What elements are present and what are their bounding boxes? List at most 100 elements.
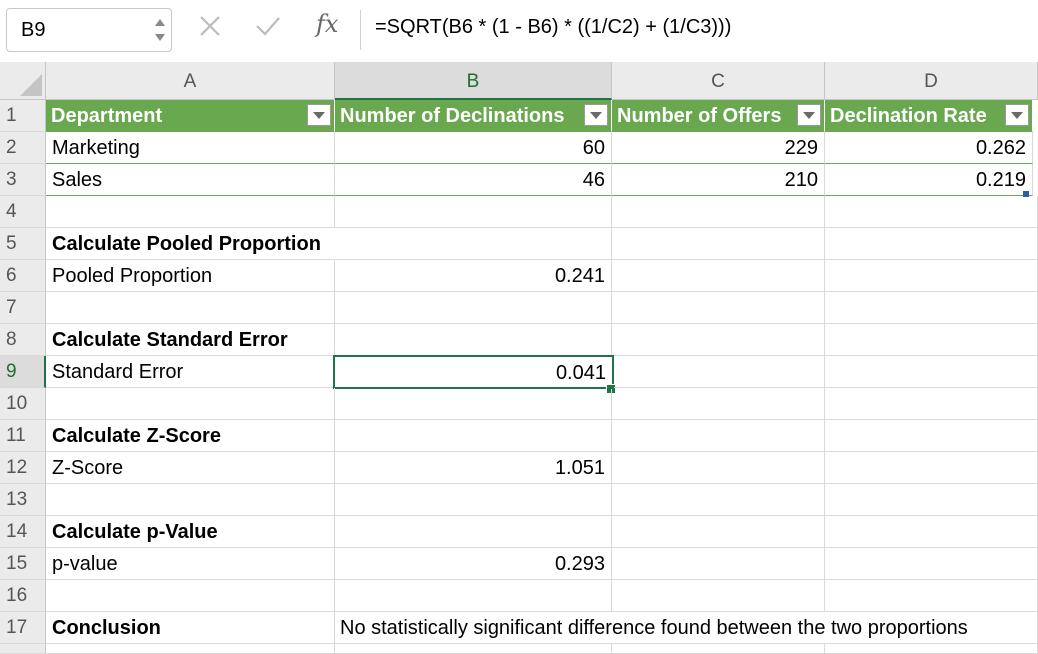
table-cell[interactable]: Sales xyxy=(46,164,335,196)
section-title-p-value[interactable]: Calculate p-Value xyxy=(46,516,335,548)
empty-cell[interactable] xyxy=(825,356,1038,388)
empty-cell[interactable] xyxy=(335,484,612,516)
name-box[interactable]: B9 xyxy=(6,8,172,52)
empty-cell[interactable] xyxy=(612,548,825,580)
standard-error-value-selected[interactable]: 0.041 xyxy=(333,355,614,389)
stepper-icon[interactable] xyxy=(152,15,168,45)
row-header-7[interactable]: 7 xyxy=(0,292,46,324)
column-header-d[interactable]: D xyxy=(825,62,1038,100)
empty-cell[interactable] xyxy=(46,196,335,228)
row-header-16[interactable]: 16 xyxy=(0,580,46,612)
empty-cell[interactable] xyxy=(335,196,612,228)
row-header-4[interactable]: 4 xyxy=(0,196,46,228)
row-header-8[interactable]: 8 xyxy=(0,324,46,356)
filter-dropdown-icon[interactable] xyxy=(584,104,608,126)
table-cell[interactable]: Marketing xyxy=(46,132,335,164)
row-header-6[interactable]: 6 xyxy=(0,260,46,292)
empty-cell[interactable] xyxy=(825,484,1038,516)
enter-icon[interactable] xyxy=(254,14,282,38)
section-title-z-score[interactable]: Calculate Z-Score xyxy=(46,420,335,452)
filter-dropdown-icon[interactable] xyxy=(307,104,331,126)
empty-cell[interactable] xyxy=(612,644,825,654)
pooled-proportion-label[interactable]: Pooled Proportion xyxy=(46,260,335,292)
row-header-2[interactable]: 2 xyxy=(0,132,46,164)
empty-cell[interactable] xyxy=(612,484,825,516)
empty-cell[interactable] xyxy=(612,196,825,228)
z-score-label[interactable]: Z-Score xyxy=(46,452,335,484)
empty-cell[interactable] xyxy=(612,228,825,260)
table-cell[interactable]: 210 xyxy=(612,164,825,196)
empty-cell[interactable] xyxy=(46,484,335,516)
table-cell[interactable]: 46 xyxy=(335,164,612,196)
table-header-department[interactable]: Department xyxy=(46,100,335,132)
conclusion-label[interactable]: Conclusion xyxy=(46,612,335,644)
table-cell[interactable]: 229 xyxy=(612,132,825,164)
empty-cell[interactable] xyxy=(612,388,825,420)
empty-cell[interactable] xyxy=(825,420,1038,452)
row-header-14[interactable]: 14 xyxy=(0,516,46,548)
pooled-proportion-value[interactable]: 0.241 xyxy=(335,260,612,292)
empty-cell[interactable] xyxy=(612,260,825,292)
spreadsheet-grid[interactable]: A B C D 1 2 3 4 5 6 7 8 9 10 11 12 13 14… xyxy=(0,62,1038,654)
empty-cell[interactable] xyxy=(46,580,335,612)
empty-cell[interactable] xyxy=(825,548,1038,580)
empty-cell[interactable] xyxy=(612,452,825,484)
empty-cell[interactable] xyxy=(825,452,1038,484)
empty-cell[interactable] xyxy=(335,580,612,612)
empty-cell[interactable] xyxy=(825,196,1038,228)
table-cell[interactable]: 60 xyxy=(335,132,612,164)
name-box-value[interactable]: B9 xyxy=(21,19,46,41)
row-header-3[interactable]: 3 xyxy=(0,164,46,196)
row-header-5[interactable]: 5 xyxy=(0,228,46,260)
empty-cell[interactable] xyxy=(612,516,825,548)
empty-cell[interactable] xyxy=(612,420,825,452)
empty-cell[interactable] xyxy=(825,580,1038,612)
row-header-15[interactable]: 15 xyxy=(0,548,46,580)
empty-cell[interactable] xyxy=(335,324,612,356)
row-header-17[interactable]: 17 xyxy=(0,612,46,644)
filter-dropdown-icon[interactable] xyxy=(1005,104,1029,126)
section-title-pooled[interactable]: Calculate Pooled Proportion xyxy=(46,228,335,260)
row-header-9[interactable]: 9 xyxy=(0,356,46,388)
empty-cell[interactable] xyxy=(335,420,612,452)
table-cell[interactable]: 0.262 xyxy=(825,132,1033,164)
empty-cell[interactable] xyxy=(825,644,1038,654)
row-header-12[interactable]: 12 xyxy=(0,452,46,484)
empty-cell[interactable] xyxy=(335,644,612,654)
empty-cell[interactable] xyxy=(614,356,825,388)
empty-cell[interactable] xyxy=(825,324,1038,356)
column-header-b[interactable]: B xyxy=(335,62,612,100)
empty-cell[interactable] xyxy=(825,388,1038,420)
empty-cell[interactable] xyxy=(335,292,612,324)
empty-cell[interactable] xyxy=(46,388,335,420)
empty-cell[interactable] xyxy=(46,292,335,324)
fx-icon[interactable]: fx xyxy=(316,10,339,38)
empty-cell[interactable] xyxy=(825,228,1038,260)
empty-cell[interactable] xyxy=(825,292,1038,324)
empty-cell[interactable] xyxy=(335,516,612,548)
empty-cell[interactable] xyxy=(825,260,1038,292)
row-header-18[interactable] xyxy=(0,644,46,654)
column-header-c[interactable]: C xyxy=(612,62,825,100)
row-header-1[interactable]: 1 xyxy=(0,100,46,132)
empty-cell[interactable] xyxy=(612,324,825,356)
filter-dropdown-icon[interactable] xyxy=(797,104,821,126)
cancel-icon[interactable] xyxy=(198,14,222,38)
table-cell[interactable]: 0.219 xyxy=(825,164,1033,196)
row-header-13[interactable]: 13 xyxy=(0,484,46,516)
row-header-10[interactable]: 10 xyxy=(0,388,46,420)
empty-cell[interactable] xyxy=(335,228,612,260)
column-header-a[interactable]: A xyxy=(46,62,335,100)
select-all-corner[interactable] xyxy=(0,62,46,100)
p-value-label[interactable]: p-value xyxy=(46,548,335,580)
table-header-declinations[interactable]: Number of Declinations xyxy=(335,100,612,132)
formula-input[interactable]: =SQRT(B6 * (1 - B6) * ((1/C2) + (1/C3))) xyxy=(375,16,732,38)
empty-cell[interactable] xyxy=(825,516,1038,548)
empty-cell[interactable] xyxy=(612,580,825,612)
p-value-value[interactable]: 0.293 xyxy=(335,548,612,580)
table-resize-handle[interactable] xyxy=(1023,191,1029,197)
z-score-value[interactable]: 1.051 xyxy=(335,452,612,484)
row-header-11[interactable]: 11 xyxy=(0,420,46,452)
table-header-rate[interactable]: Declination Rate xyxy=(825,100,1033,132)
empty-cell[interactable] xyxy=(46,644,335,654)
